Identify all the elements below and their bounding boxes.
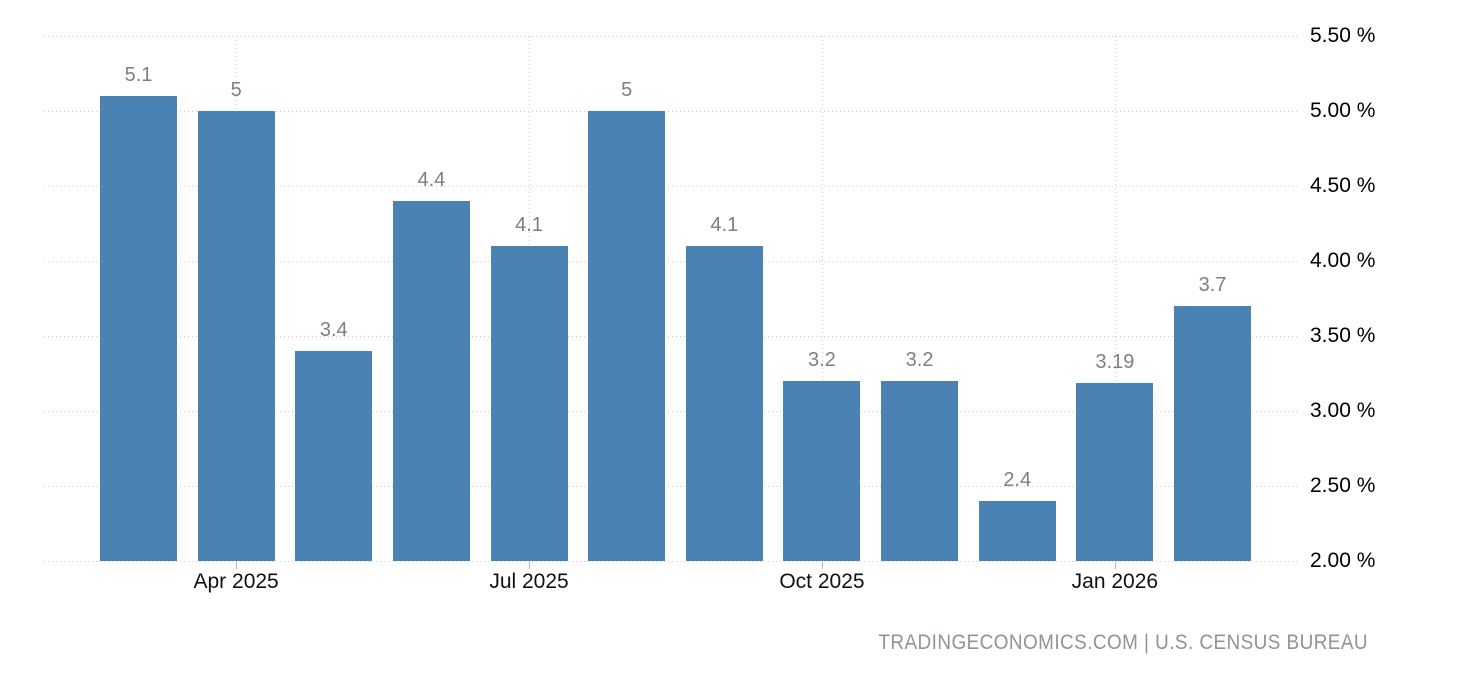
y-axis-tick-label: 3.00 % <box>1310 399 1376 422</box>
x-axis-tick-mark <box>236 562 238 569</box>
x-axis-tick-label: Apr 2025 <box>193 570 279 593</box>
x-axis-tick-label: Jan 2026 <box>1071 570 1159 593</box>
vertical-gridline <box>821 36 823 561</box>
bar-5[interactable] <box>197 111 275 561</box>
y-axis-tick-label: 2.50 % <box>1310 474 1376 497</box>
bar-value-label: 5 <box>621 79 633 101</box>
bar-2.4[interactable] <box>978 501 1056 561</box>
bar-3.7[interactable] <box>1174 306 1251 561</box>
bar-4.1[interactable] <box>685 246 763 561</box>
vertical-gridline <box>1114 36 1116 561</box>
bar-5[interactable] <box>588 111 666 561</box>
x-axis-tick-label: Oct 2025 <box>779 570 865 593</box>
horizontal-gridline <box>44 336 1300 337</box>
x-axis-tick-mark <box>821 562 823 569</box>
bar-5.1[interactable] <box>100 96 177 561</box>
y-axis-tick-label: 2.00 % <box>1310 549 1376 572</box>
y-axis-tick-label: 5.50 % <box>1310 24 1376 47</box>
bar-value-label: 3.4 <box>319 319 348 341</box>
bar-3.2[interactable] <box>783 381 861 561</box>
bar-value-label: 4.1 <box>515 214 543 236</box>
x-axis-tick-mark <box>529 562 531 569</box>
bar-value-label: 4.4 <box>417 169 446 191</box>
y-axis-tick-label: 3.50 % <box>1310 324 1376 347</box>
horizontal-gridline <box>44 486 1300 487</box>
horizontal-gridline <box>44 36 1300 37</box>
horizontal-gridline <box>44 411 1300 412</box>
horizontal-gridline <box>44 561 1300 562</box>
bar-3.2[interactable] <box>881 381 959 561</box>
x-axis-tick-mark <box>1114 562 1116 569</box>
bar-value-label: 3.2 <box>905 349 934 371</box>
bar-value-label: 2.4 <box>1003 469 1032 491</box>
bar-value-label: 5 <box>230 79 242 101</box>
bar-4.1[interactable] <box>490 246 568 561</box>
bar-3.4[interactable] <box>295 351 373 561</box>
horizontal-gridline <box>44 186 1300 187</box>
bar-value-label: 3.19 <box>1095 350 1135 373</box>
bar-value-label: 3.7 <box>1198 274 1227 296</box>
bar-3.19[interactable] <box>1076 382 1154 561</box>
x-axis-tick-label: Jul 2025 <box>489 570 569 593</box>
y-axis-tick-label: 4.00 % <box>1310 249 1376 272</box>
bar-value-label: 3.2 <box>808 349 836 371</box>
bar-value-label: 4.1 <box>710 214 739 236</box>
y-axis-tick-label: 5.00 % <box>1310 99 1376 122</box>
attribution-text: TRADINGECONOMICS.COM | U.S. CENSUS BUREA… <box>878 631 1368 654</box>
y-axis-tick-label: 4.50 % <box>1310 174 1376 197</box>
horizontal-gridline <box>44 261 1300 262</box>
bar-4.4[interactable] <box>392 201 470 561</box>
horizontal-gridline <box>44 111 1300 112</box>
bar-value-label: 5.1 <box>124 64 153 86</box>
